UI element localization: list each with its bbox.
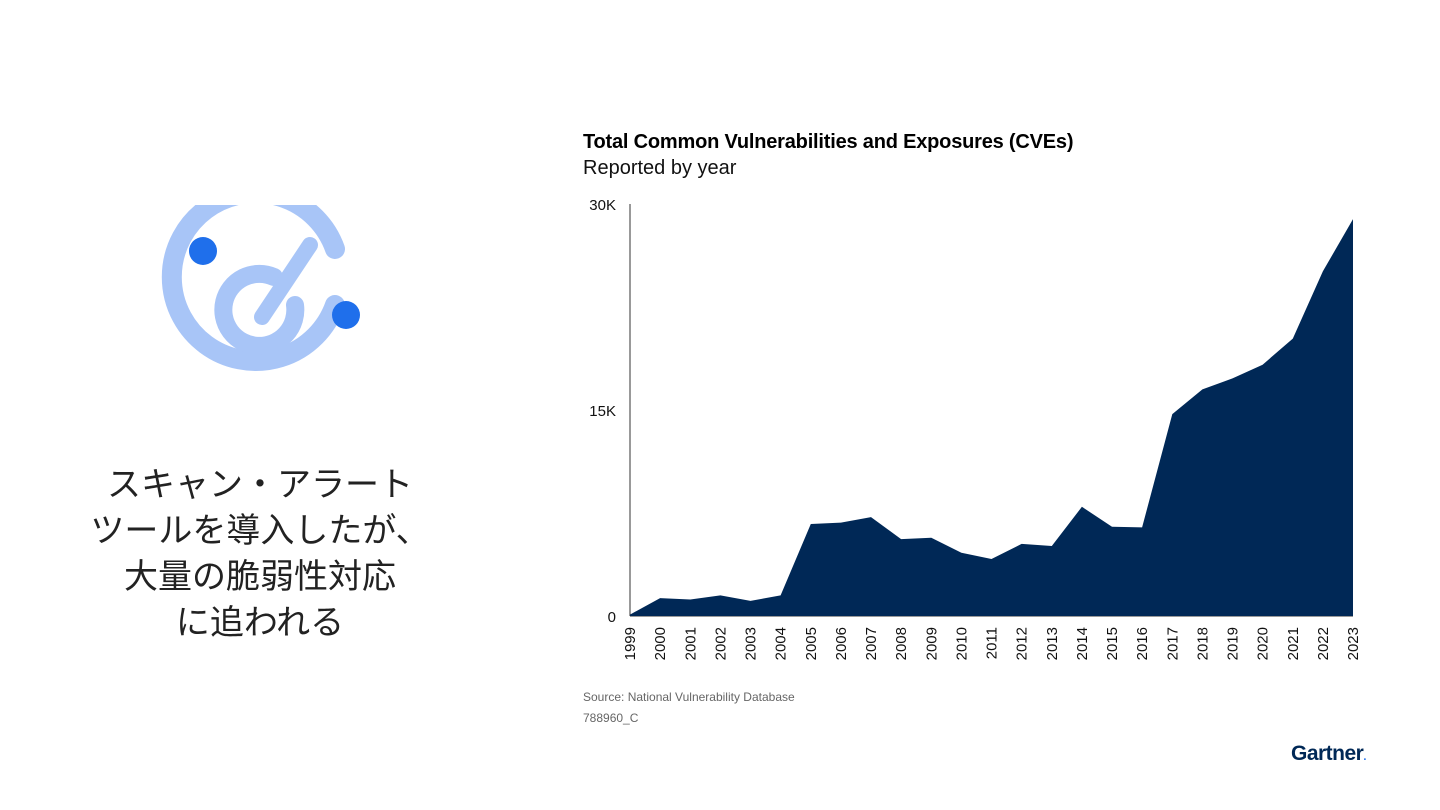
y-tick-label: 0 bbox=[608, 609, 616, 626]
radar-blip-left bbox=[189, 237, 217, 265]
x-tick-label: 2009 bbox=[923, 627, 940, 660]
logo-dot: . bbox=[1363, 751, 1366, 763]
y-axis-ticks: 0 15K 30K bbox=[589, 197, 616, 626]
x-tick-label: 2000 bbox=[652, 627, 669, 660]
chart-title: Total Common Vulnerabilities and Exposur… bbox=[583, 131, 1074, 153]
x-tick-label: 2023 bbox=[1345, 627, 1362, 660]
headline: スキャン・アラート ツールを導入したが、 大量の脆弱性対応 に追われる bbox=[60, 462, 460, 646]
headline-line-3: 大量の脆弱性対応 bbox=[124, 557, 396, 597]
cve-area-series bbox=[630, 219, 1353, 616]
headline-line-4: に追われる bbox=[175, 603, 345, 643]
radar-outer-ring bbox=[161, 205, 345, 371]
gartner-logo: Gartner. bbox=[1291, 742, 1366, 766]
x-tick-label: 2019 bbox=[1225, 627, 1242, 660]
logo-text: Gartner bbox=[1291, 742, 1364, 765]
x-tick-label: 2008 bbox=[893, 627, 910, 660]
x-tick-label: 2020 bbox=[1255, 627, 1272, 660]
source-note: Source: National Vulnerability Database bbox=[583, 690, 795, 704]
radar-blip-right bbox=[332, 301, 360, 329]
y-tick-label: 15K bbox=[589, 403, 616, 420]
x-tick-label: 2013 bbox=[1044, 627, 1061, 660]
radar-inner-ring bbox=[214, 264, 305, 355]
headline-line-2: ツールを導入したが、 bbox=[90, 511, 430, 551]
x-tick-label: 2005 bbox=[803, 627, 820, 660]
x-tick-label: 2003 bbox=[743, 627, 760, 660]
x-tick-label: 2016 bbox=[1134, 627, 1151, 660]
x-tick-label: 2001 bbox=[682, 627, 699, 660]
x-tick-label: 2002 bbox=[712, 627, 729, 660]
radar-sweep-line bbox=[254, 237, 318, 325]
radar-icon bbox=[161, 205, 360, 371]
x-tick-label: 1999 bbox=[622, 627, 639, 660]
y-tick-label: 30K bbox=[589, 197, 616, 214]
chart-code: 788960_C bbox=[583, 711, 639, 725]
x-tick-label: 2004 bbox=[773, 627, 790, 660]
x-tick-label: 2006 bbox=[833, 627, 850, 660]
x-tick-label: 2010 bbox=[953, 627, 970, 660]
x-tick-label: 2021 bbox=[1285, 627, 1302, 660]
x-tick-label: 2018 bbox=[1194, 627, 1211, 660]
x-tick-label: 2014 bbox=[1074, 627, 1091, 660]
x-tick-label: 2011 bbox=[984, 627, 1001, 659]
x-tick-label: 2012 bbox=[1014, 627, 1031, 660]
x-tick-label: 2022 bbox=[1315, 627, 1332, 660]
chart-subtitle: Reported by year bbox=[583, 157, 737, 179]
x-tick-label: 2007 bbox=[863, 627, 880, 660]
headline-line-1: スキャン・アラート bbox=[107, 465, 413, 505]
x-axis-ticks: 1999 2000 2001 2002 2003 2004 2005 2006 2007 2008… bbox=[622, 627, 1362, 660]
x-tick-label: 2017 bbox=[1164, 627, 1181, 660]
x-tick-label: 2015 bbox=[1104, 627, 1121, 660]
